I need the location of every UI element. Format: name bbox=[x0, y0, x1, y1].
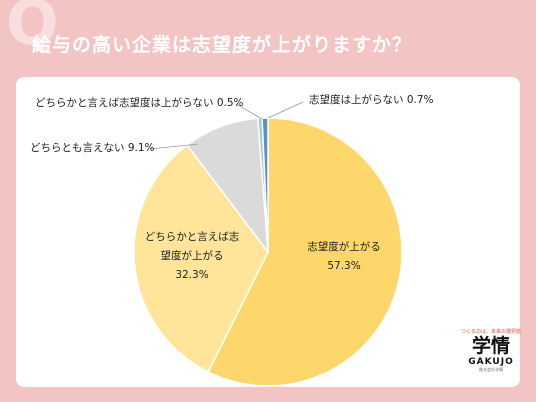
logo-sub: 株式会社学情 bbox=[479, 367, 503, 372]
pie-label-1: どちらかと言えば志望度が上がる 32.3% bbox=[145, 230, 240, 281]
pie-label-4: 志望度は上がらない 0.7% bbox=[309, 93, 434, 106]
logo-tagline: つくるのは、未来の選択肢 bbox=[461, 329, 521, 335]
leader-line-3 bbox=[235, 103, 263, 120]
pie-slice-4 bbox=[261, 117, 269, 253]
page-title: 給与の高い企業は志望度が上がりますか？ bbox=[32, 34, 413, 56]
pie-slice-0 bbox=[207, 117, 403, 387]
pie-label-2: どちらとも言えない 9.1% bbox=[30, 141, 155, 154]
logo-name: 学情 bbox=[471, 335, 510, 357]
logo-name-en: GAKUJO bbox=[468, 357, 514, 367]
gakujo-logo: つくるのは、未来の選択肢 学情 GAKUJO 株式会社学情 bbox=[458, 328, 524, 386]
leader-line-4 bbox=[267, 101, 304, 119]
pie-label-3: どちらかと言えば志望度は上がらない 0.5% bbox=[35, 96, 244, 109]
pie-slice-1 bbox=[133, 144, 269, 373]
pie-label-0: 志望度が上がる 57.3% bbox=[307, 240, 381, 272]
leader-line-2 bbox=[149, 143, 199, 150]
question-mark-icon: Q bbox=[6, 0, 59, 59]
